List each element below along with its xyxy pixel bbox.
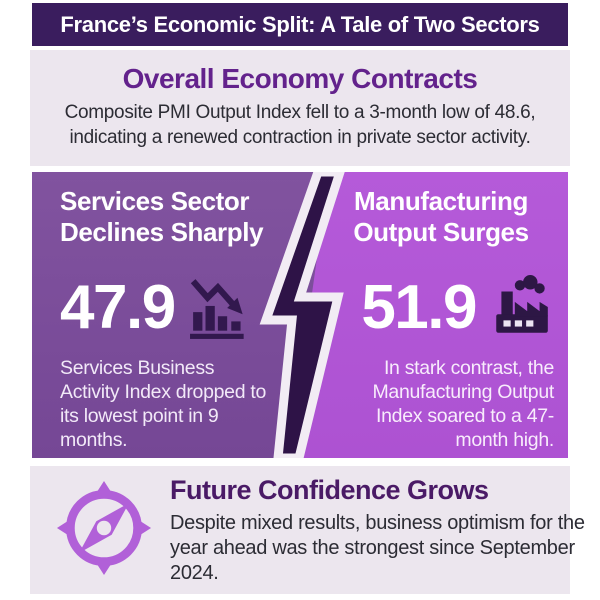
overview-body: Composite PMI Output Index fell to a 3-m… bbox=[64, 102, 536, 148]
manufacturing-index-value: 51.9 bbox=[361, 273, 477, 343]
services-title-line1: Services Sector bbox=[60, 186, 250, 216]
manufacturing-body: In stark contrast, the Manufacturing Out… bbox=[372, 357, 554, 451]
sector-split-section: Services Sector Declines Sharply 47.9 bbox=[32, 172, 568, 458]
services-index-value: 47.9 bbox=[60, 273, 176, 343]
manufacturing-title: Manufacturing Output Surges bbox=[328, 186, 554, 247]
confidence-section: Future Confidence Grows Despite mixed re… bbox=[30, 466, 585, 594]
split-background bbox=[32, 172, 568, 458]
confidence-text: Future Confidence Grows Despite mixed re… bbox=[170, 475, 594, 586]
services-panel: Services Sector Declines Sharply 47.9 bbox=[60, 186, 294, 452]
confidence-title: Future Confidence Grows bbox=[170, 474, 489, 505]
lightning-bolt-divider bbox=[259, 172, 345, 458]
header-band: France’s Economic Split: A Tale of Two S… bbox=[32, 3, 568, 46]
factory-icon bbox=[488, 275, 554, 341]
declining-bar-chart-icon bbox=[189, 275, 255, 341]
services-stat-row: 47.9 bbox=[60, 271, 294, 345]
overview-section: Overall Economy Contracts Composite PMI … bbox=[30, 50, 570, 166]
manufacturing-stat-row: 51.9 bbox=[328, 271, 554, 345]
services-body: Services Business Activity Index dropped… bbox=[60, 357, 267, 451]
compass-icon bbox=[56, 480, 152, 581]
services-title-line2: Declines Sharply bbox=[60, 216, 264, 247]
manufacturing-title-line1: Manufacturing bbox=[354, 186, 528, 216]
manufacturing-panel-bg bbox=[289, 172, 568, 458]
manufacturing-title-line2: Output Surges bbox=[353, 216, 529, 247]
page-title: France’s Economic Split: A Tale of Two S… bbox=[60, 11, 540, 37]
services-title: Services Sector Declines Sharply bbox=[60, 186, 294, 247]
overview-title: Overall Economy Contracts bbox=[122, 63, 478, 94]
manufacturing-panel: Manufacturing Output Surges 51.9 bbox=[328, 186, 554, 452]
confidence-body: Despite mixed results, business optimism… bbox=[170, 511, 585, 584]
